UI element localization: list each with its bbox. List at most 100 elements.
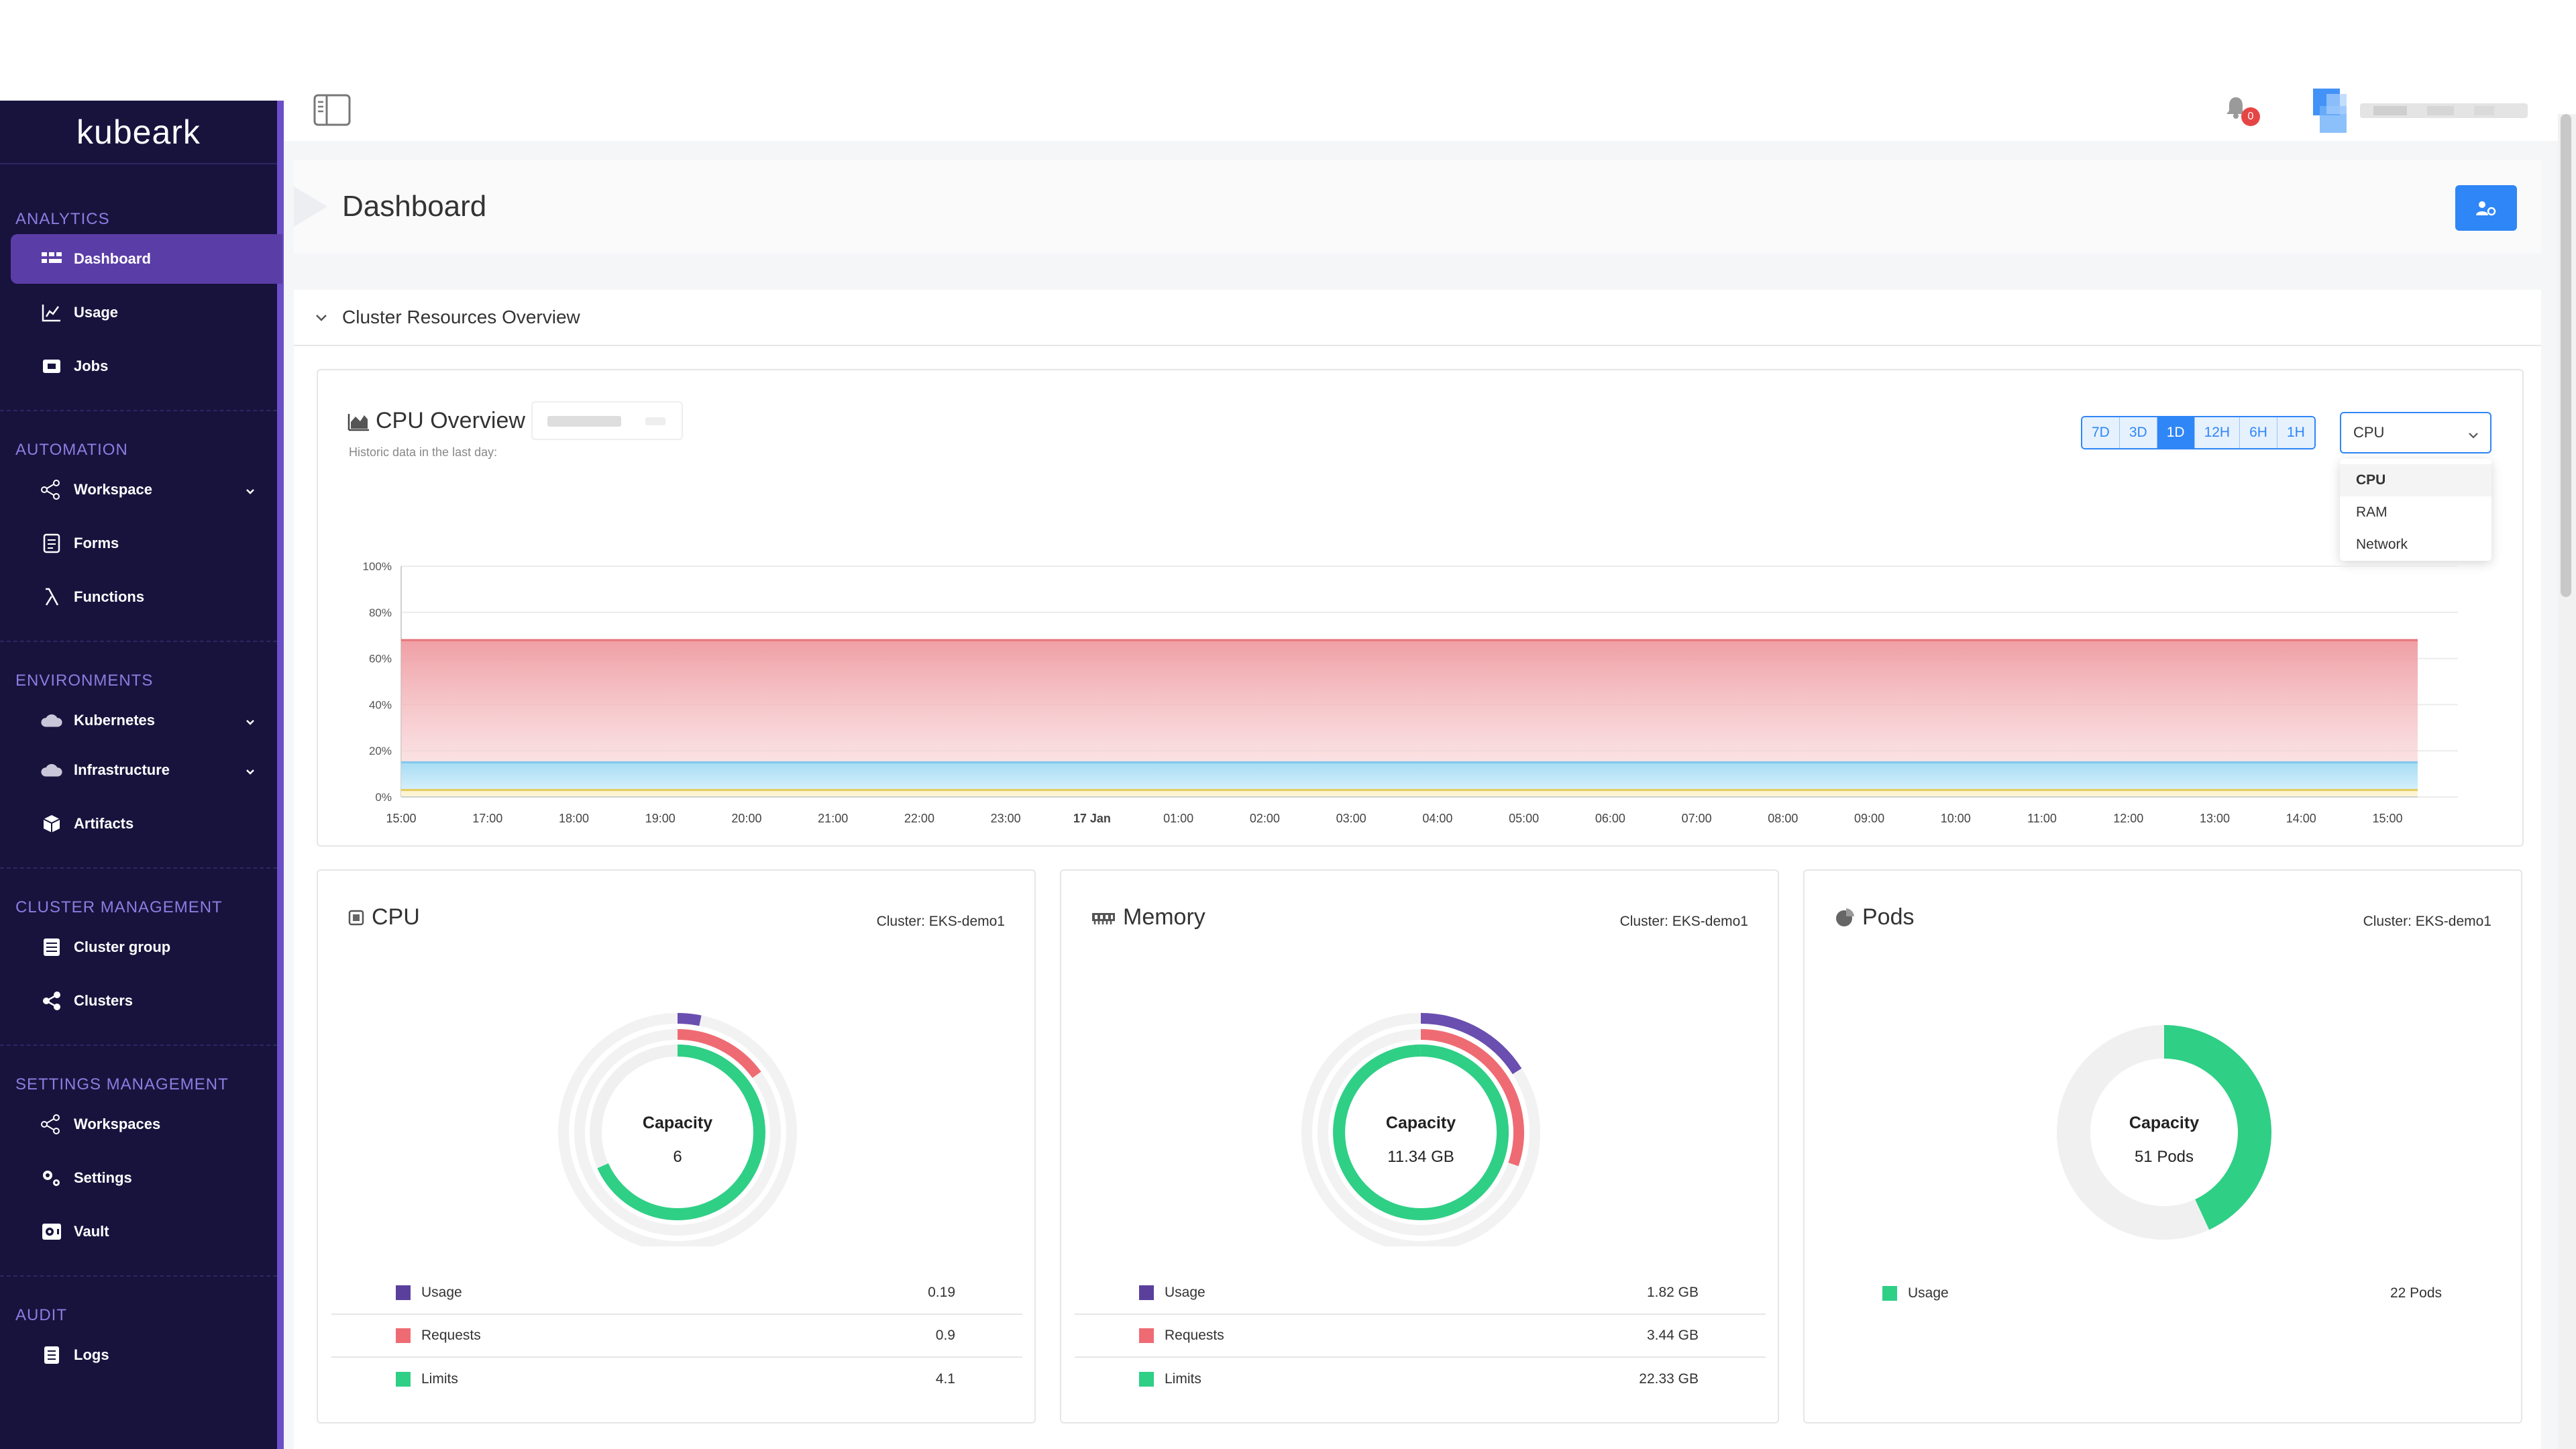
sidebar-item-label: Clusters [74, 992, 133, 1009]
range-button-1d[interactable]: 1D [2157, 417, 2195, 448]
sidebar-item-label: Usage [74, 304, 119, 321]
sidebar-toggle-icon[interactable] [313, 94, 351, 126]
sidebar-section-environments: ENVIRONMENTS Kubernetes Infrastructure A… [0, 672, 277, 869]
metric-dropdown: CPU RAM Network [2340, 459, 2491, 561]
donut-chart [1301, 1013, 1540, 1246]
requests-arc [677, 1029, 761, 1078]
x-tick-label: 17:00 [472, 812, 502, 825]
sidebar-item-workspace[interactable]: Workspace [11, 465, 282, 515]
dropdown-option-cpu[interactable]: CPU [2340, 464, 2491, 496]
sidebar-item-settings[interactable]: Settings [11, 1153, 282, 1203]
bell-icon [2226, 97, 2245, 119]
area-chart-icon [347, 413, 369, 431]
sidebar-item-functions[interactable]: Functions [11, 572, 282, 622]
sidebar-item-cluster-group[interactable]: Cluster group [11, 922, 282, 972]
legend-label: Requests [421, 1328, 481, 1343]
sidebar-section-title: SETTINGS MANAGEMENT [15, 1075, 229, 1093]
legend-swatch [1139, 1285, 1154, 1300]
y-tick-label: 80% [369, 606, 392, 619]
chevron-down-icon[interactable] [314, 307, 329, 328]
dropdown-option-network[interactable]: Network [2356, 537, 2408, 552]
legend-value: 22.33 GB [1639, 1371, 1699, 1387]
sidebar-item-label: Artifacts [74, 815, 134, 832]
requests-arc [1420, 1029, 1524, 1167]
x-tick-label: 15:00 [386, 812, 416, 825]
card-title: CPU [347, 904, 420, 930]
topbar: 0 [284, 79, 2576, 141]
sidebar-item-label: Infrastructure [74, 761, 170, 778]
section-title: Cluster Resources Overview [342, 307, 580, 327]
page-header: Dashboard [294, 160, 2541, 254]
chevron-down-icon[interactable] [245, 713, 256, 731]
sidebar-item-jobs[interactable]: Jobs [11, 341, 282, 391]
sidebar-item-kubernetes[interactable]: Kubernetes [11, 696, 282, 745]
legend-swatch [1139, 1372, 1154, 1387]
sidebar-item-artifacts[interactable]: Artifacts [11, 799, 282, 849]
cpu-overview-title: CPU Overview [347, 408, 525, 434]
sidebar-section-title: CLUSTER MANAGEMENT [15, 898, 223, 916]
notifications-button[interactable]: 0 [2222, 94, 2263, 134]
range-button-7d[interactable]: 7D [2082, 417, 2120, 448]
vault-icon [40, 1220, 63, 1243]
sidebar-section-title: AUDIT [15, 1306, 67, 1324]
scrollbar-thumb[interactable] [2561, 114, 2571, 597]
manage-users-button[interactable] [2455, 185, 2517, 231]
x-tick-label: 08:00 [1768, 812, 1798, 825]
capacity-label: Capacity [642, 1114, 713, 1132]
usage-chart-icon [40, 301, 63, 324]
capacity-label: Capacity [2129, 1114, 2200, 1132]
range-button-1h[interactable]: 1H [2277, 417, 2314, 448]
y-tick-label: 40% [369, 698, 392, 711]
metric-select[interactable]: CPU [2340, 412, 2491, 453]
pie-icon [1836, 908, 1854, 926]
chevron-down-icon[interactable] [245, 482, 256, 500]
capacity-value: 51 Pods [2134, 1148, 2194, 1166]
sidebar-item-label: Functions [74, 588, 145, 605]
brand-logo[interactable]: kubeark [0, 101, 277, 164]
sidebar-item-workspaces[interactable]: Workspaces [11, 1099, 282, 1149]
legend-row: Requests 3.44 GB [1075, 1315, 1766, 1358]
legend-swatch [1882, 1286, 1897, 1301]
x-tick-label: 20:00 [731, 812, 761, 825]
legend-swatch [1139, 1328, 1154, 1343]
donut-chart [558, 1013, 797, 1246]
range-button-6h[interactable]: 6H [2240, 417, 2277, 448]
sidebar-item-logs[interactable]: Logs [11, 1330, 282, 1380]
user-menu[interactable] [2313, 89, 2534, 133]
legend-row: Usage 1.82 GB [1075, 1272, 1766, 1315]
x-tick-label: 14:00 [2286, 812, 2316, 825]
x-tick-label: 22:00 [904, 812, 934, 825]
sidebar-item-forms[interactable]: Forms [11, 519, 282, 568]
range-button-3d[interactable]: 3D [2119, 417, 2157, 448]
box-icon [40, 812, 63, 835]
sidebar-item-infrastructure[interactable]: Infrastructure [11, 745, 282, 795]
sidebar-item-label: Vault [74, 1223, 109, 1240]
dropdown-option-ram[interactable]: RAM [2356, 504, 2387, 520]
cpu-overview-subtitle: Historic data in the last day: [349, 445, 498, 459]
page-scrollbar[interactable] [2558, 114, 2576, 1449]
sidebar-item-dashboard[interactable]: Dashboard [11, 234, 282, 284]
legend-value: 0.19 [928, 1285, 955, 1300]
jobs-icon [40, 355, 63, 378]
sidebar-item-usage[interactable]: Usage [11, 288, 282, 337]
sidebar-section-title: AUTOMATION [15, 441, 128, 459]
x-tick-label: 04:00 [1422, 812, 1452, 825]
y-tick-label: 0% [375, 791, 392, 804]
limits-arc [597, 1044, 765, 1220]
donut-center: Capacity 51 Pods [2063, 1114, 2265, 1167]
time-range-toggle[interactable]: 7D 3D 1D 12H 6H 1H [2081, 416, 2316, 449]
range-button-12h[interactable]: 12H [2194, 417, 2241, 448]
cloud-icon [40, 709, 63, 732]
sidebar-section-cluster-management: CLUSTER MANAGEMENT Cluster group Cluster… [0, 898, 277, 1046]
chevron-down-icon[interactable] [245, 763, 256, 780]
cluster-picker[interactable] [531, 401, 683, 440]
donut-chart [2057, 1025, 2271, 1240]
x-tick-label: 03:00 [1336, 812, 1366, 825]
legend-value: 22 Pods [2390, 1285, 2442, 1301]
capacity-value: 6 [673, 1148, 682, 1166]
section-header[interactable]: Cluster Resources Overview [294, 290, 2541, 346]
x-tick-label: 19:00 [645, 812, 676, 825]
sidebar-item-label: Settings [74, 1169, 132, 1186]
sidebar-item-vault[interactable]: Vault [11, 1207, 282, 1256]
sidebar-item-clusters[interactable]: Clusters [11, 976, 282, 1026]
